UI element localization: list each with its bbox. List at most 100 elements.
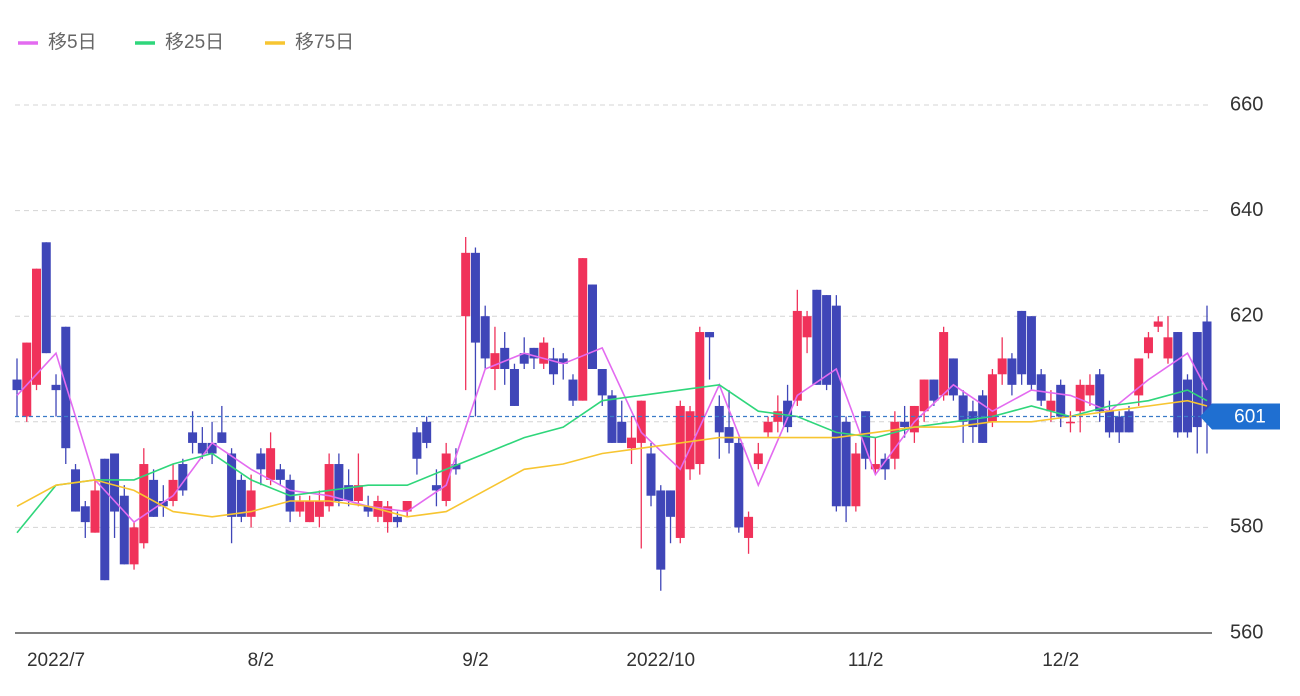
ma-line — [16, 399, 1208, 518]
candle-body — [344, 485, 354, 501]
candle-body — [773, 411, 783, 422]
legend-label: 移75日 — [295, 31, 354, 53]
candle-body — [909, 405, 919, 433]
candle-body — [451, 464, 461, 470]
candle-body — [392, 516, 402, 523]
candle-body — [656, 490, 666, 570]
candle-body — [1114, 416, 1124, 433]
candle-body — [500, 347, 510, 369]
candle-body — [695, 332, 705, 465]
candle-body — [841, 421, 851, 507]
candle-body — [548, 358, 558, 375]
x-tick-label: 11/2 — [848, 650, 884, 671]
candle-body — [597, 369, 607, 396]
x-tick-label: 2022/10 — [626, 650, 695, 671]
candle-body — [958, 395, 968, 422]
candle-body — [41, 242, 51, 354]
candle-body — [305, 501, 315, 523]
candle-body — [1095, 374, 1105, 412]
candle-body — [1104, 411, 1114, 433]
candle-body — [1085, 384, 1095, 396]
candle-body — [685, 411, 695, 470]
candle-body — [1153, 321, 1163, 327]
candle-body — [802, 316, 812, 338]
legend-label: 移5日 — [48, 31, 97, 53]
candle-body — [1173, 332, 1183, 433]
candle-body — [890, 421, 900, 459]
candle-body — [861, 411, 871, 459]
candle-body — [900, 421, 910, 428]
candle-body — [1065, 421, 1075, 424]
candle-body — [22, 342, 32, 417]
candle-body — [1134, 358, 1144, 396]
candle-body — [363, 506, 373, 512]
candle-body — [753, 453, 763, 465]
candle-body — [178, 464, 188, 491]
candle-body — [80, 506, 90, 523]
ma-line — [16, 346, 1208, 524]
candle-body — [1192, 332, 1202, 428]
candle-body — [1017, 310, 1027, 375]
candle-body — [831, 305, 841, 507]
candle-body — [412, 432, 422, 459]
candle-body — [646, 453, 656, 496]
candle-body — [763, 421, 773, 433]
candle-body — [880, 458, 890, 470]
candle-body — [851, 453, 861, 507]
candle-body — [1056, 384, 1066, 417]
candle-body — [822, 295, 832, 385]
candle-body — [519, 353, 529, 364]
candle-body — [705, 332, 715, 338]
candle-body — [129, 527, 139, 565]
candle-body — [919, 379, 929, 412]
candle-body — [744, 516, 754, 538]
candle-body — [939, 332, 949, 396]
x-tick-label: 8/2 — [248, 650, 274, 671]
candle-body — [587, 284, 597, 369]
candle-body — [256, 453, 266, 470]
last-price-badge — [1200, 403, 1280, 430]
candle-body — [870, 464, 880, 470]
candle-body — [1202, 321, 1212, 417]
candle-body — [714, 405, 724, 433]
candle-body — [324, 464, 334, 507]
candle-body — [139, 464, 149, 544]
candle-body — [1046, 400, 1056, 412]
candle-body — [168, 479, 178, 501]
candle-body — [617, 421, 627, 443]
candle-body — [1182, 379, 1192, 433]
x-tick-label: 9/2 — [462, 650, 488, 671]
candle-body — [607, 395, 617, 443]
candle-body — [314, 501, 324, 517]
candle-body — [441, 453, 451, 501]
ma-line — [16, 383, 1208, 534]
y-tick-label: 640 — [1230, 199, 1263, 221]
legend-label: 移25日 — [165, 31, 224, 53]
candle-body — [578, 258, 588, 401]
candle-body — [978, 395, 988, 443]
candle-body — [1163, 337, 1173, 359]
candle-body — [353, 485, 363, 501]
candle-body — [110, 453, 120, 512]
y-tick-label: 580 — [1230, 516, 1263, 538]
candle-body — [275, 469, 285, 480]
candle-body — [32, 268, 42, 385]
y-tick-label: 620 — [1230, 304, 1263, 326]
y-tick-label: 560 — [1230, 621, 1263, 643]
candle-body — [1075, 384, 1085, 412]
candle-body — [792, 310, 802, 401]
candle-body — [568, 379, 578, 401]
candle-body — [197, 442, 207, 454]
candle-body — [1124, 411, 1134, 433]
candle-body — [1143, 337, 1153, 354]
candle-body — [539, 342, 549, 364]
candle-body — [509, 369, 519, 406]
candle-body — [246, 490, 256, 517]
candle-body — [119, 495, 129, 565]
candle-body — [90, 490, 100, 533]
candle-body — [461, 252, 471, 317]
candle-body — [51, 384, 61, 391]
candle-body — [227, 453, 237, 517]
candle-body — [675, 405, 685, 538]
candle-body — [71, 469, 81, 512]
